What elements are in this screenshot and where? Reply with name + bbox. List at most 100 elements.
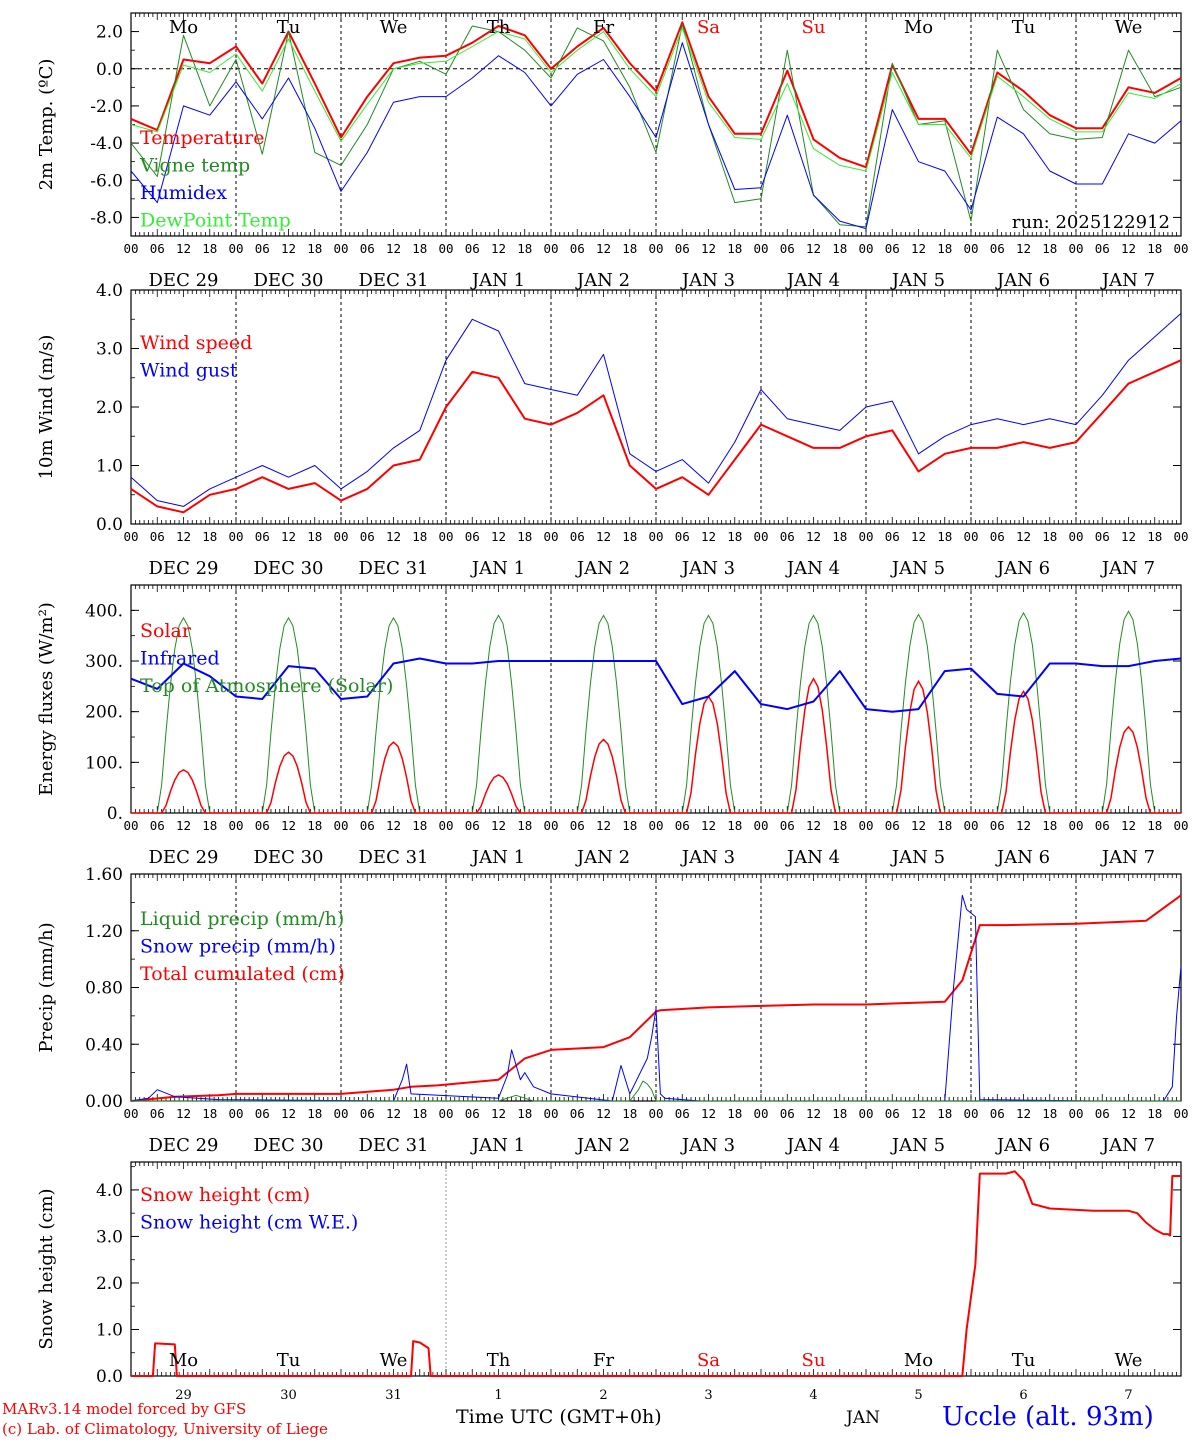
- wind-ytick-label: 1.0: [96, 457, 123, 477]
- temp-hour-label: 12: [596, 241, 611, 256]
- energy-date-label: JAN 4: [785, 847, 840, 868]
- temp-hour-label: 18: [412, 241, 427, 256]
- energy-hour-label: 18: [412, 818, 427, 833]
- wind-hour-label: 12: [701, 529, 716, 544]
- snow-day-number: 4: [809, 1388, 817, 1403]
- wind-hour-label: 06: [780, 529, 795, 544]
- energy-legend-item: Infrared: [140, 648, 220, 670]
- precip-hour-label: 00: [438, 1106, 453, 1121]
- energy-hour-label: 12: [1121, 818, 1136, 833]
- snow-ytick-label: 3.0: [96, 1227, 123, 1247]
- precip-hour-label: 18: [622, 1106, 637, 1121]
- temp-hour-label: 12: [911, 241, 926, 256]
- temp-hour-label: 06: [1095, 241, 1110, 256]
- energy-hour-label: 12: [596, 818, 611, 833]
- snow-day-number: 30: [280, 1388, 297, 1403]
- temp-hour-label: 00: [228, 241, 243, 256]
- energy-hour-label: 18: [727, 818, 742, 833]
- precip-ytick-label: 0.40: [85, 1035, 123, 1055]
- temp-hour-label: 12: [491, 241, 506, 256]
- temp-hour-label: 18: [1147, 241, 1162, 256]
- snow-weekday-label: Th: [487, 1350, 511, 1371]
- temp-ylabel: 2m Temp. (ºC): [36, 59, 57, 191]
- wind-hour-label: 18: [937, 529, 952, 544]
- snow-weekday-label: Sa: [697, 1350, 720, 1371]
- temp-weekday-label: Mo: [904, 17, 933, 38]
- wind-hour-label: 00: [438, 529, 453, 544]
- precip-hour-label: 00: [228, 1106, 243, 1121]
- snow-day-number: 29: [175, 1388, 192, 1403]
- temp-weekday-label: Th: [487, 17, 511, 38]
- temp-hour-label: 00: [1068, 241, 1083, 256]
- precip-hour-label: 18: [727, 1106, 742, 1121]
- energy-hour-label: 12: [701, 818, 716, 833]
- snow-weekday-label: Tu: [1012, 1350, 1036, 1371]
- precip-ytick-label: 1.20: [85, 922, 123, 942]
- temp-hour-label: 18: [517, 241, 532, 256]
- energy-hour-label: 06: [675, 818, 690, 833]
- precip-hour-label: 18: [307, 1106, 322, 1121]
- month-label: JAN: [846, 1408, 880, 1428]
- footer: MARv3.14 model forced by GFS (c) Lab. of…: [0, 1400, 1194, 1440]
- wind-legend-item: Wind speed: [140, 332, 252, 354]
- precip-legend-item: Total cumulated (cm): [140, 963, 345, 985]
- precip-hour-label: 00: [543, 1106, 558, 1121]
- wind-date-label: DEC 30: [254, 558, 324, 579]
- temp-legend-item: Temperature: [140, 127, 264, 149]
- energy-series-infrared: [130, 657, 1182, 713]
- precip-panel: 0.00 0.40 0.80 1.20 1.60 Precip (mm/h) Liquid …: [36, 865, 1189, 1156]
- energy-legend-item: Top of Atmosphere (Solar): [140, 675, 393, 697]
- energy-hour-label: 00: [333, 818, 348, 833]
- temp-weekday-label: Tu: [277, 17, 301, 38]
- energy-hour-label: 12: [386, 818, 401, 833]
- credit-line-2: (c) Lab. of Climatology, University of L…: [2, 1420, 328, 1438]
- energy-hour-label: 18: [517, 818, 532, 833]
- temp-panel: 2.0 0.0 -2.0 -4.0 -6.0 -8.0 2m Temp. (ºC) Tempe…: [36, 12, 1189, 291]
- wind-date-label: JAN 2: [575, 558, 630, 579]
- snow-panel: 0.0 1.0 2.0 3.0 4.0 Snow height (cm) Snow heig…: [36, 1161, 1182, 1403]
- temp-hour-label: 06: [990, 241, 1005, 256]
- wind-hour-label: 18: [832, 529, 847, 544]
- snow-weekday-label: Mo: [169, 1350, 198, 1371]
- energy-hour-label: 18: [832, 818, 847, 833]
- precip-hour-label: 06: [885, 1106, 900, 1121]
- temp-hour-label: 12: [1121, 241, 1136, 256]
- wind-hour-label: 06: [885, 529, 900, 544]
- wind-hour-label: 00: [858, 529, 873, 544]
- temp-hour-label: 00: [333, 241, 348, 256]
- snow-day-number: 1: [494, 1388, 502, 1403]
- precip-hour-label: 18: [202, 1106, 217, 1121]
- temp-legend-item: DewPoint Temp: [140, 210, 291, 232]
- energy-date-label: JAN 5: [890, 847, 945, 868]
- wind-date-label: DEC 31: [359, 558, 429, 579]
- precip-hour-label: 18: [937, 1106, 952, 1121]
- temp-weekday-label: Tu: [1012, 17, 1036, 38]
- station-label: Uccle (alt. 93m): [942, 1402, 1154, 1432]
- energy-hour-label: 12: [911, 818, 926, 833]
- temp-hour-label: 00: [858, 241, 873, 256]
- temp-hour-label: 18: [727, 241, 742, 256]
- temp-date-label: DEC 30: [254, 270, 324, 291]
- wind-hour-label: 18: [412, 529, 427, 544]
- precip-hour-label: 18: [412, 1106, 427, 1121]
- temp-frame: [130, 12, 1182, 237]
- energy-hour-label: 18: [937, 818, 952, 833]
- wind-series-wind-speed: [130, 359, 1182, 514]
- temp-date-label: JAN 7: [1100, 270, 1155, 291]
- energy-hour-label: 00: [543, 818, 558, 833]
- wind-hour-label: 06: [150, 529, 165, 544]
- energy-hour-label: 00: [963, 818, 978, 833]
- snow-day-number: 7: [1124, 1388, 1132, 1403]
- snow-ytick-label: 2.0: [96, 1274, 123, 1294]
- wind-date-label: JAN 4: [785, 558, 840, 579]
- energy-hour-label: 00: [1068, 818, 1083, 833]
- precip-date-label: JAN 3: [680, 1135, 735, 1156]
- snow-series-snow-height-cm-: [131, 1170, 1181, 1377]
- precip-hour-label: 12: [806, 1106, 821, 1121]
- energy-hour-label: 06: [1095, 818, 1110, 833]
- energy-hour-label: 06: [885, 818, 900, 833]
- temp-hour-label: 18: [1042, 241, 1057, 256]
- solar-line: [131, 677, 1181, 814]
- temp-date-label: DEC 29: [149, 270, 219, 291]
- credit-line-1: MARv3.14 model forced by GFS: [2, 1400, 247, 1418]
